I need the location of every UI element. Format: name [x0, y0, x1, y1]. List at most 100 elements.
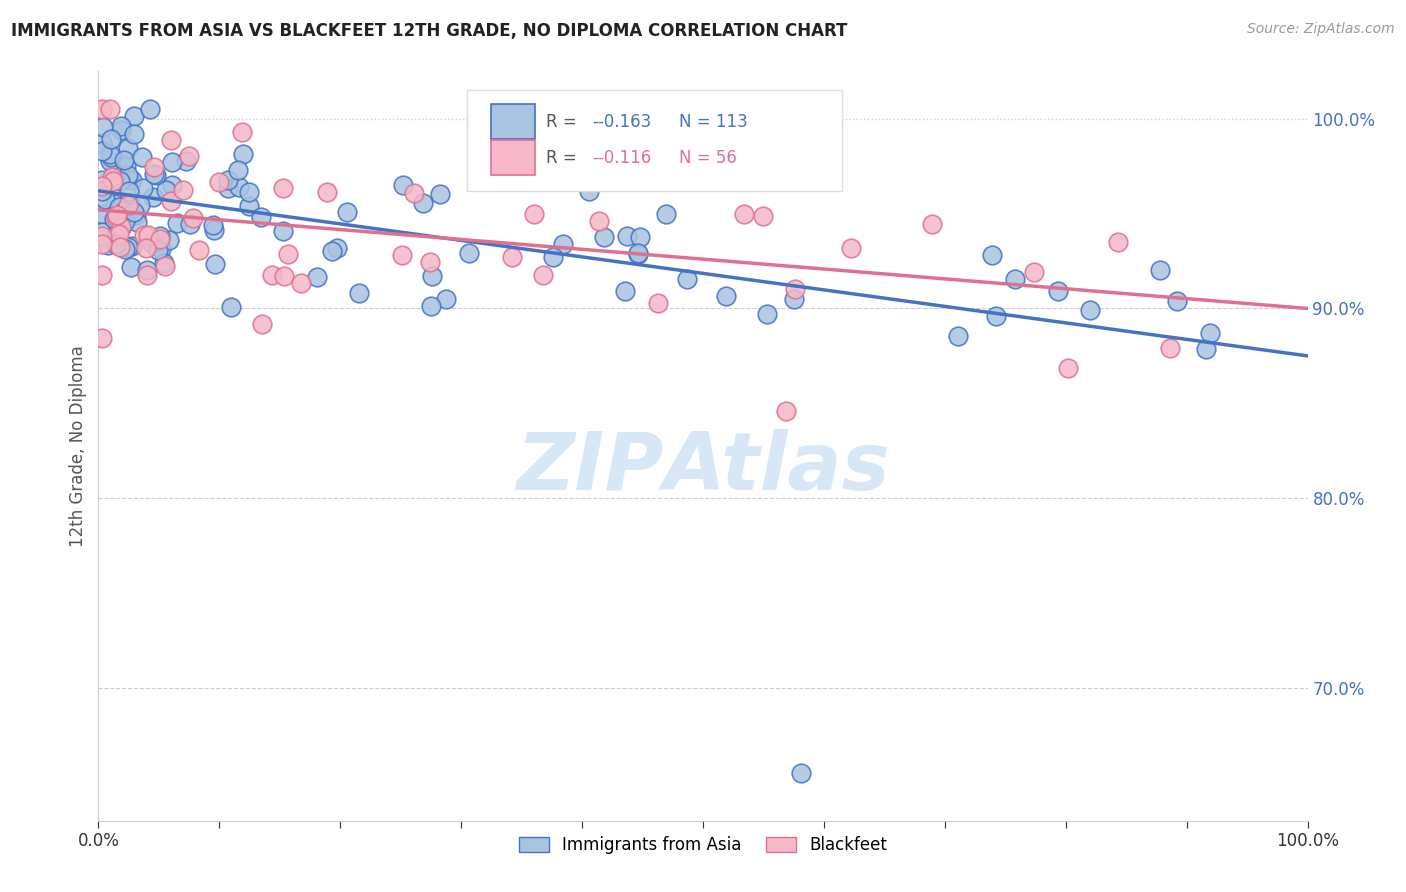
Point — [172, 183, 194, 197]
Point — [143, 168, 166, 182]
Point — [91, 268, 114, 283]
Point — [523, 207, 546, 221]
Point — [105, 208, 128, 222]
Point — [593, 229, 616, 244]
Point — [142, 190, 165, 204]
Point — [578, 184, 600, 198]
Point — [136, 262, 159, 277]
Point — [666, 113, 689, 128]
Point — [112, 153, 135, 168]
Point — [613, 285, 636, 299]
Point — [149, 242, 172, 256]
Point — [149, 228, 172, 243]
Point — [419, 255, 441, 269]
Point — [412, 196, 434, 211]
Point — [627, 246, 650, 260]
Point — [391, 248, 413, 262]
Point — [125, 215, 148, 229]
Point — [91, 120, 114, 134]
Point — [101, 174, 124, 188]
Point — [136, 228, 159, 243]
Point — [117, 198, 139, 212]
Point — [117, 240, 139, 254]
Point — [149, 232, 172, 246]
Point — [316, 185, 339, 199]
Point — [118, 198, 141, 212]
Point — [647, 296, 669, 310]
Point — [326, 241, 349, 255]
Point — [551, 237, 574, 252]
Point — [187, 243, 209, 257]
Point — [336, 204, 359, 219]
Point — [273, 269, 295, 284]
Point — [232, 147, 254, 161]
Point — [181, 211, 204, 225]
Point — [132, 227, 155, 242]
Point — [1057, 360, 1080, 375]
Point — [217, 173, 239, 187]
Point — [91, 228, 114, 243]
Point — [110, 174, 132, 188]
Point — [1166, 294, 1188, 309]
Point — [841, 241, 863, 255]
Point — [108, 240, 131, 254]
Point — [783, 282, 806, 296]
Text: Source: ZipAtlas.com: Source: ZipAtlas.com — [1247, 22, 1395, 37]
Point — [110, 219, 132, 234]
Point — [1195, 343, 1218, 357]
Point — [204, 257, 226, 271]
Point — [105, 236, 128, 251]
Point — [121, 172, 143, 186]
Point — [91, 237, 114, 252]
Point — [115, 159, 138, 173]
Point — [104, 197, 127, 211]
Point — [290, 276, 312, 290]
FancyBboxPatch shape — [467, 90, 842, 191]
Point — [219, 300, 242, 314]
Point — [160, 178, 183, 192]
Point — [145, 169, 167, 183]
Point — [125, 208, 148, 222]
Point — [1107, 235, 1129, 249]
Point — [128, 198, 150, 212]
FancyBboxPatch shape — [492, 104, 534, 139]
Point — [420, 268, 443, 283]
Point — [1024, 265, 1046, 279]
Point — [97, 238, 120, 252]
Point — [226, 163, 249, 178]
Point — [347, 286, 370, 301]
Point — [176, 154, 198, 169]
Point — [419, 299, 441, 313]
Point — [141, 235, 163, 250]
Point — [142, 160, 165, 174]
Point — [124, 128, 146, 142]
Point — [177, 149, 200, 163]
Point — [751, 209, 773, 223]
Point — [110, 220, 132, 235]
Point — [135, 268, 157, 283]
Point — [131, 150, 153, 164]
Point — [91, 184, 114, 198]
Point — [117, 168, 139, 182]
Point — [118, 197, 141, 211]
Point — [98, 146, 121, 161]
Point — [152, 256, 174, 270]
Point — [91, 103, 114, 117]
Point — [98, 153, 121, 168]
Point — [159, 133, 181, 147]
Point — [775, 404, 797, 418]
Point — [231, 125, 253, 139]
Point — [531, 268, 554, 282]
Point — [733, 207, 755, 221]
Point — [157, 233, 180, 247]
Point — [98, 103, 121, 117]
Point — [117, 140, 139, 154]
Point — [108, 200, 131, 214]
Point — [675, 272, 697, 286]
Point — [1078, 303, 1101, 318]
Point — [139, 103, 162, 117]
Point — [120, 260, 142, 275]
Point — [654, 207, 676, 221]
Point — [148, 243, 170, 257]
Point — [628, 229, 651, 244]
